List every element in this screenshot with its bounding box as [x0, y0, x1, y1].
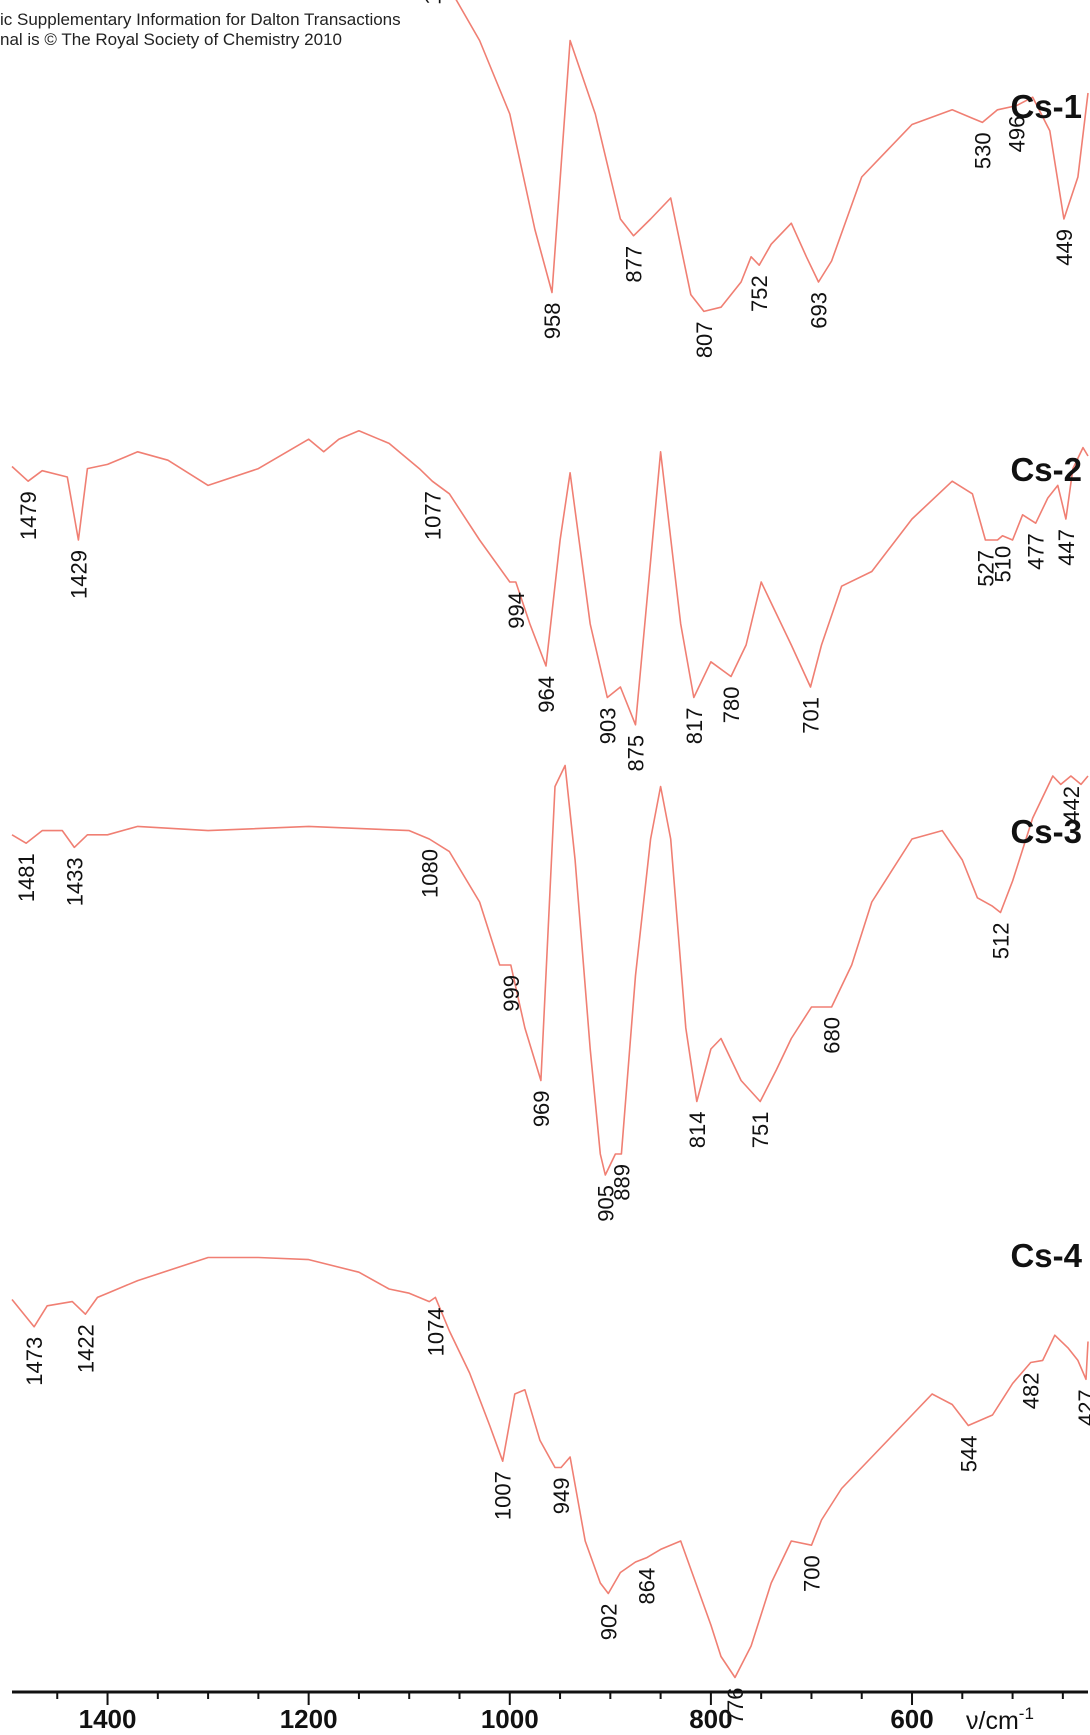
x-tick-label: 800: [689, 1704, 732, 1734]
series-line-cs-4: [11, 1256, 1089, 1679]
x-axis-ticks: 1400 1200 1000 800 600: [56, 1692, 1064, 1734]
peak-label: 864: [635, 1568, 660, 1605]
series-line-cs-3: [11, 764, 1089, 1176]
peak-label: 969: [529, 1090, 554, 1127]
x-axis-unit-superscript: -1: [1019, 1704, 1034, 1723]
peak-label: 701: [799, 697, 824, 734]
peak-label: 449: [1052, 229, 1077, 266]
peak-label: 751: [748, 1112, 773, 1149]
series-layer: 147914301077958877807752693530496449Cs-1…: [11, 0, 1090, 1724]
peak-label: 776: [723, 1687, 748, 1724]
peak-label: 902: [596, 1603, 621, 1640]
peak-label: 780: [719, 686, 744, 723]
peak-label: 817: [682, 707, 707, 744]
peak-label: 1080: [417, 849, 442, 898]
peak-label: 875: [624, 735, 649, 772]
x-axis-unit: ν/cm-1: [966, 1704, 1034, 1735]
peak-label: 958: [540, 302, 565, 339]
series-group-cs-4: 1473 1422 1074 1007 949 902 864 776 700 544 482 427…: [11, 1237, 1090, 1724]
peak-label: 1479: [16, 491, 41, 540]
peak-label: 903: [595, 707, 620, 744]
x-tick-label: 1000: [481, 1704, 539, 1734]
sample-name-label: Cs-3: [1010, 813, 1082, 850]
peak-label: 1429: [66, 550, 91, 599]
peak-label: 477: [1024, 533, 1049, 570]
peak-label: 949: [549, 1478, 574, 1515]
peak-label: 700: [800, 1555, 825, 1592]
x-axis: 1400 1200 1000 800 600 ν/cm-1: [12, 1690, 1088, 1735]
page-header: ic Supplementary Information for Dalton …: [0, 10, 401, 50]
peak-label: 994: [504, 592, 529, 629]
peak-label: 889: [609, 1164, 634, 1201]
sample-name-label: Cs-1: [1010, 88, 1082, 125]
peak-label: 680: [820, 1017, 845, 1054]
peak-label: 530: [970, 132, 995, 169]
x-tick-label: 600: [890, 1704, 933, 1734]
peak-label: 1422: [73, 1324, 98, 1373]
peak-label: 512: [989, 922, 1014, 959]
peak-label: 999: [499, 975, 524, 1012]
series-group-cs-1: 147914301077958877807752693530496449Cs-1: [420, 0, 1089, 358]
peak-label: 1481: [14, 853, 39, 902]
peak-label: 1433: [62, 857, 87, 906]
peak-label: 427: [1074, 1389, 1090, 1426]
peak-label: 1077: [420, 0, 445, 5]
series-line-cs-1: [455, 0, 1089, 313]
peak-label: 807: [692, 321, 717, 358]
peak-label: 442: [1059, 786, 1084, 823]
sample-name-label: Cs-2: [1010, 451, 1082, 488]
sample-name-label: Cs-4: [1010, 1237, 1082, 1274]
peak-label: 814: [685, 1111, 710, 1148]
peak-label: 1074: [423, 1307, 448, 1356]
peak-label: 964: [534, 676, 559, 713]
series-line-cs-2: [11, 430, 1089, 726]
x-tick-label: 1200: [280, 1704, 338, 1734]
header-line-2: nal is © The Royal Society of Chemistry …: [0, 30, 342, 49]
peak-label: 482: [1019, 1373, 1044, 1410]
peak-label: 496: [1005, 116, 1030, 153]
peak-label: 1473: [22, 1337, 47, 1386]
peak-label: 544: [956, 1435, 981, 1472]
peak-label: 877: [622, 246, 647, 283]
peak-label: 1007: [491, 1471, 516, 1520]
peak-label: 527: [973, 550, 998, 587]
peak-label: 905: [593, 1185, 618, 1222]
peak-label: 510: [991, 546, 1016, 583]
peak-label: 1077: [420, 491, 445, 540]
header-line-1: ic Supplementary Information for Dalton …: [0, 10, 401, 29]
peak-label: 752: [747, 275, 772, 312]
peak-label: 693: [807, 292, 832, 329]
peak-label: 447: [1054, 529, 1079, 566]
x-tick-label: 1400: [79, 1704, 137, 1734]
